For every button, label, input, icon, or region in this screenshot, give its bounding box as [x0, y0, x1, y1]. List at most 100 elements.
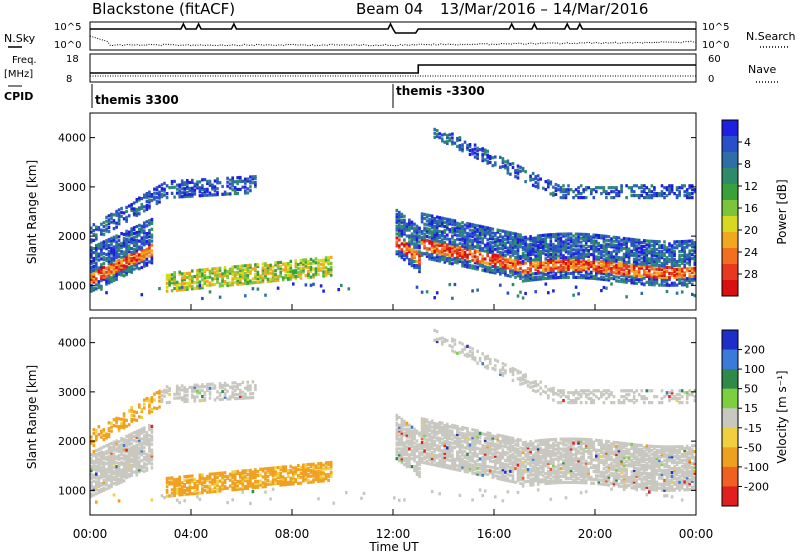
power-cell: [418, 260, 421, 264]
velocity-cell: [264, 481, 267, 485]
ytick-label: 4000: [58, 132, 86, 145]
velocity-cell: [115, 480, 118, 484]
power-cell: [516, 256, 520, 260]
power-cell: [483, 227, 487, 231]
velocity-cell: [221, 477, 224, 481]
power-cell: [435, 229, 439, 233]
velocity-cell: [100, 431, 103, 435]
power-cell: [506, 252, 510, 256]
power-cell: [491, 241, 495, 245]
power-cell: [319, 266, 323, 270]
power-cell: [579, 196, 583, 200]
power-cell: [635, 184, 638, 188]
power-cell: [488, 258, 492, 262]
power-cell: [398, 252, 401, 256]
power-cell: [552, 248, 555, 252]
power-cell: [317, 263, 320, 267]
power-cell: [483, 150, 487, 154]
power-cell: [403, 222, 406, 226]
power-cell: [115, 236, 118, 240]
power-cell: [547, 258, 550, 263]
power-cell: [468, 265, 472, 270]
power-cell: [286, 273, 290, 277]
velocity-cell: [400, 429, 404, 433]
power-cell: [579, 232, 583, 236]
power-cell: [648, 273, 651, 277]
power-cell: [294, 269, 298, 273]
velocity-cell: [196, 487, 199, 491]
power-cell: [658, 255, 661, 260]
velocity-cell: [145, 433, 149, 437]
power-cell: [496, 238, 500, 242]
power-cell: [112, 265, 116, 269]
power-cell: [168, 281, 171, 285]
power-cell: [408, 220, 411, 224]
power-cell: [574, 238, 578, 242]
power-cell: [592, 233, 596, 237]
power-cell: [549, 233, 553, 237]
velocity-cell: [97, 433, 101, 437]
power-cell: [150, 233, 154, 237]
velocity-cell: [170, 480, 174, 484]
power-cell: [488, 246, 492, 250]
velocity-cell: [239, 481, 242, 485]
power-cell: [547, 183, 550, 187]
power-cell: [100, 241, 103, 245]
power-cell: [423, 234, 426, 238]
velocity-cell: [97, 489, 101, 493]
velocity-cell: [233, 381, 237, 385]
power-cell: [443, 260, 447, 264]
power-cell: [175, 288, 179, 292]
velocity-cell: [120, 474, 123, 478]
power-cell: [423, 222, 426, 226]
power-cell: [590, 270, 593, 274]
power-cell: [635, 271, 638, 276]
power-cell: [143, 262, 146, 266]
velocity-cell: [400, 423, 404, 427]
power-cell: [660, 244, 664, 248]
velocity-cell: [211, 490, 214, 494]
velocity-cell: [127, 465, 131, 469]
velocity-cell: [143, 465, 146, 469]
power-cell: [281, 268, 285, 272]
power-cell: [592, 235, 596, 239]
velocity-cell: [120, 442, 123, 447]
power-cell: [610, 259, 613, 263]
velocity-cell: [327, 474, 330, 479]
power-cell: [309, 269, 313, 273]
power-cell: [516, 168, 520, 172]
power-cell: [637, 274, 641, 278]
velocity-cell: [100, 482, 103, 486]
velocity-cell: [97, 451, 101, 455]
power-cell: [491, 255, 495, 259]
power-cell: [228, 186, 232, 190]
power-cell: [408, 244, 411, 248]
velocity-cell: [127, 433, 131, 437]
power-cell: [163, 187, 166, 191]
power-cell: [663, 279, 666, 283]
power-cell: [529, 250, 532, 255]
power-cell: [395, 244, 399, 248]
power-cell: [504, 249, 507, 254]
power-cell: [175, 286, 179, 290]
velocity-cell: [304, 463, 308, 467]
velocity-cell: [150, 456, 154, 460]
power-cell: [494, 161, 497, 165]
power-cell: [191, 287, 194, 291]
velocity-cell: [276, 481, 280, 485]
power-cell: [188, 285, 192, 289]
power-cell: [173, 273, 176, 277]
power-cell: [112, 221, 116, 225]
velocity-cell: [246, 384, 250, 388]
velocity-cell: [140, 415, 144, 419]
power-cell: [516, 294, 520, 298]
power-cell: [600, 289, 603, 293]
velocity-cell: [241, 490, 245, 494]
power-cell: [403, 250, 406, 254]
velocity-cell: [216, 479, 219, 483]
velocity-cell: [97, 485, 101, 489]
velocity-cell: [420, 423, 424, 427]
power-cell: [688, 278, 691, 283]
power-cell: [632, 263, 636, 267]
power-cell: [228, 269, 232, 273]
